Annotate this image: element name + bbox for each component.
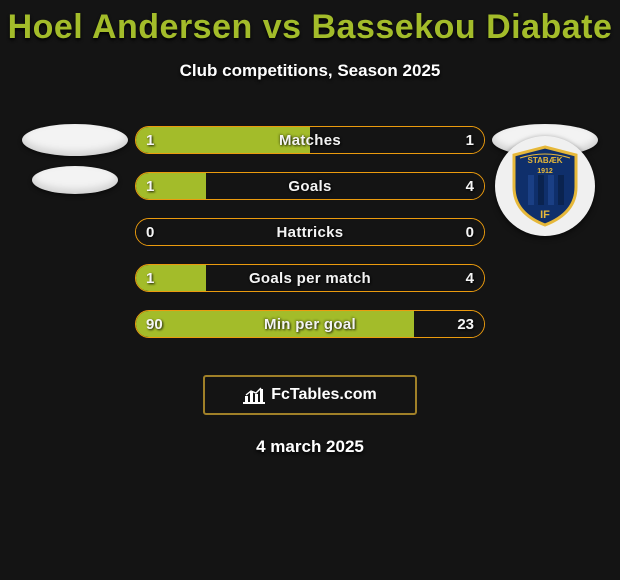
stat-label: Goals <box>136 173 484 199</box>
player-a-photo <box>32 166 118 194</box>
player-b-name: Bassekou Diabate <box>312 8 613 46</box>
player-a-photo-slot <box>15 158 135 214</box>
date-label: 4 march 2025 <box>0 437 620 457</box>
stat-row: 1 Goals per match 4 <box>0 255 620 301</box>
player-a-photo <box>22 124 128 156</box>
stat-label: Min per goal <box>136 311 484 337</box>
stat-bar: 0 Hattricks 0 <box>135 218 485 246</box>
stat-label: Hattricks <box>136 219 484 245</box>
shield-icon: STABÆK 1912 IF <box>510 145 580 227</box>
branding-text: FcTables.com <box>271 386 377 404</box>
stat-row: 1 Goals 4 STABÆK 1912 IF <box>0 163 620 209</box>
stat-value-b: 1 <box>466 127 474 153</box>
stat-label: Goals per match <box>136 265 484 291</box>
stat-bar: 1 Matches 1 <box>135 126 485 154</box>
stat-bar: 1 Goals per match 4 <box>135 264 485 292</box>
stat-label: Matches <box>136 127 484 153</box>
stat-bar: 90 Min per goal 23 <box>135 310 485 338</box>
stat-value-b: 4 <box>466 173 474 199</box>
stat-row: 90 Min per goal 23 <box>0 301 620 347</box>
crest-year: 1912 <box>537 168 553 175</box>
player-a-name: Hoel Andersen <box>8 8 253 46</box>
vs-label: vs <box>263 8 302 46</box>
subtitle: Club competitions, Season 2025 <box>0 61 620 81</box>
stat-value-b: 23 <box>457 311 474 337</box>
stat-value-b: 4 <box>466 265 474 291</box>
stats-container: 1 Matches 1 1 Goals 4 <box>0 117 620 347</box>
team-crest: STABÆK 1912 IF <box>495 136 595 236</box>
side-slot-empty <box>15 296 135 352</box>
stat-bar: 1 Goals 4 <box>135 172 485 200</box>
crest-top-text: STABÆK <box>528 156 563 165</box>
team-crest-slot: STABÆK 1912 IF <box>485 136 605 236</box>
branding-badge: FcTables.com <box>203 375 417 415</box>
page-title: Hoel Andersen vs Bassekou Diabate <box>0 0 620 47</box>
crest-bottom-text: IF <box>540 209 550 221</box>
bar-chart-icon <box>243 386 265 404</box>
side-slot-empty <box>485 296 605 352</box>
stat-value-b: 0 <box>466 219 474 245</box>
